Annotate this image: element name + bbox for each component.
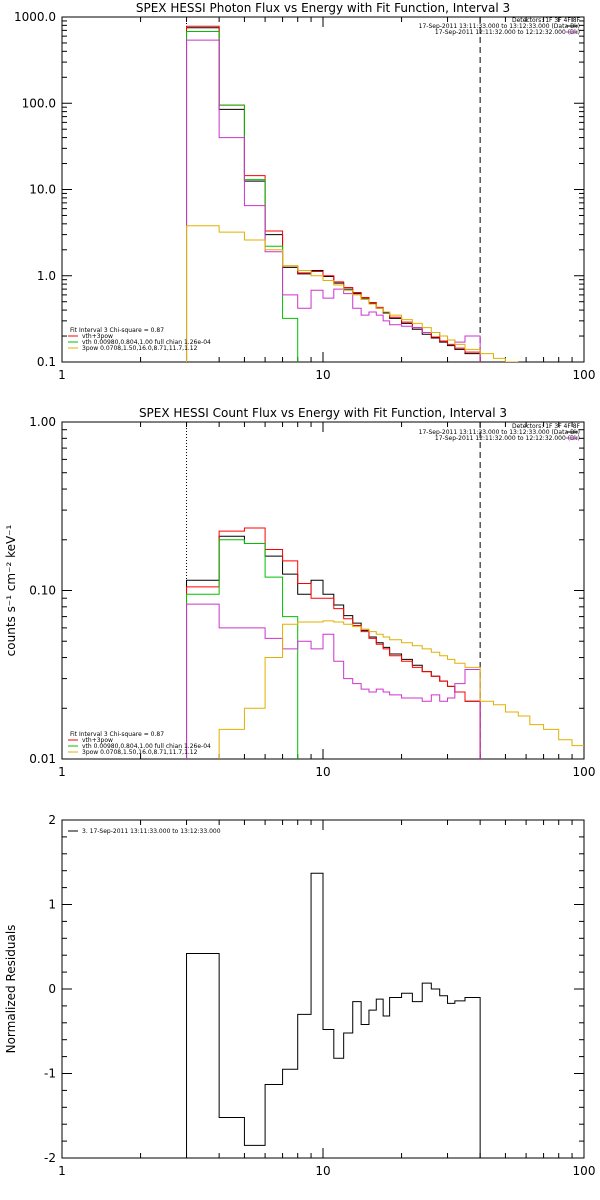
y-tick-label: -2 <box>44 1151 56 1165</box>
series-4-line <box>186 225 519 362</box>
header-line-2: 17-Sep-2011 13:11:33.000 to 13:12:33.000… <box>419 23 580 30</box>
x-tick-label: 1 <box>58 1164 66 1178</box>
plot-area <box>186 527 584 759</box>
plot-area <box>186 25 519 362</box>
header-line-3: 17-Sep-2011 12:11:32.000 to 12:12:32.000… <box>435 435 580 442</box>
x-tick-label: 1 <box>58 765 66 779</box>
plot-frame <box>61 16 585 363</box>
y-axis-label: counts s⁻¹ cm⁻² keV⁻¹ <box>4 524 18 656</box>
chart-panel-1: SPEX HESSI Photon Flux vs Energy with Fi… <box>14 1 595 382</box>
x-tick-label: 100 <box>573 1164 596 1178</box>
y-axis-label: Normalized Residuals <box>4 925 18 1054</box>
header-line-3: 17-Sep-2011 12:11:32.000 to 12:12:32.000… <box>435 29 580 36</box>
series-0-line <box>186 27 481 362</box>
y-tick-label: 0.10 <box>29 584 56 598</box>
y-tick-label: 100.0 <box>22 96 56 110</box>
x-tick-label: 1 <box>58 368 66 382</box>
legend-item-2: vth+3pow <box>82 737 113 744</box>
legend-item-1: Fit Interval 3 Chi-square = 0.87 <box>70 731 164 738</box>
plot-area <box>186 872 481 1158</box>
x-tick-label: 100 <box>573 765 596 779</box>
y-tick-label: 1000.0 <box>14 10 56 24</box>
series-2-line <box>186 30 299 362</box>
series-4-line <box>218 620 584 759</box>
series-2-line <box>186 539 299 759</box>
x-tick-label: 10 <box>315 1164 330 1178</box>
header-line-1: Detectors: 1F 3F 4F 8F <box>512 423 581 430</box>
series-1-line <box>186 527 481 759</box>
legend-item-1: Fit Interval 3 Chi-square = 0.87 <box>70 327 164 334</box>
y-tick-label: 1.0 <box>37 269 56 283</box>
chart-panel-3: 1 10 100 -2 -1 0 1 2 Normalized Residuals 3. 17-S… <box>4 813 595 1178</box>
y-tick-label: -1 <box>44 1067 56 1081</box>
series-3-line <box>186 603 481 759</box>
y-tick-label: 2 <box>48 813 56 827</box>
y-tick-label: 1 <box>48 898 56 912</box>
legend-item-3: vth 0.00980,0.804,1.00 full chian 1.26e-… <box>82 743 211 750</box>
y-tick-label: 10.0 <box>29 183 56 197</box>
legend-item-4: 3pow 0.0708,1.50,16.0,8.71,11.7,1.12 <box>82 345 198 352</box>
series-3-line <box>186 39 481 362</box>
legend-item-3: vth 0.00980,0.804,1.00 full chian 1.26e-… <box>82 339 211 346</box>
series-0-line <box>186 872 481 1158</box>
chart-panel-2: SPEX HESSI Count Flux vs Energy with Fit… <box>4 406 595 779</box>
legend-item-1: 3. 17-Sep-2011 13:11:33.000 to 13:12:33.… <box>82 828 221 835</box>
x-tick-label: 100 <box>573 368 596 382</box>
y-tick-label: 0 <box>48 982 56 996</box>
series-1-line <box>186 25 481 362</box>
x-tick-label: 10 <box>315 765 330 779</box>
y-tick-label: 1.00 <box>29 415 56 429</box>
legend-item-2: vth+3pow <box>82 333 113 340</box>
legend-item-4: 3pow 0.0708,1.50,16.0,8.71,11.7,1.12 <box>82 749 198 756</box>
header-line-2: 17-Sep-2011 13:11:33.000 to 13:12:33.000… <box>419 429 580 436</box>
chart-title: SPEX HESSI Photon Flux vs Energy with Fi… <box>136 1 510 15</box>
header-line-1: Detectors: 1F 3F 4F 8F <box>512 17 581 24</box>
y-tick-label: 0.01 <box>29 752 56 766</box>
x-tick-label: 10 <box>315 368 330 382</box>
y-tick-label: 0.1 <box>37 355 56 369</box>
chart-title: SPEX HESSI Count Flux vs Energy with Fit… <box>139 406 507 420</box>
